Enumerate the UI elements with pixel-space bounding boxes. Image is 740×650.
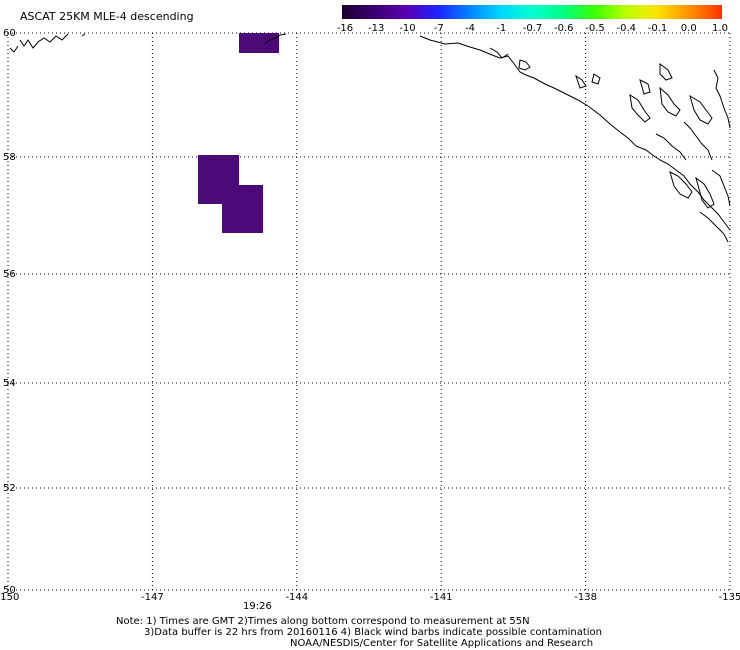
coastline-segment — [629, 93, 651, 123]
coastline-segment — [655, 133, 687, 161]
coastline — [9, 33, 731, 243]
colorbar-tick-label: -0.7 — [523, 23, 543, 34]
coastline-segment — [19, 33, 69, 49]
latitude-label: 50 — [3, 585, 16, 596]
coastline-segment — [591, 73, 601, 85]
coastline-segment — [659, 86, 681, 117]
colorbar-tick-label: 0.0 — [681, 23, 697, 34]
colorbar-tick-label: -7 — [434, 23, 444, 34]
longitude-label: -141 — [430, 592, 453, 603]
coastline-segment — [695, 176, 715, 209]
colorbar-tick-label: -1 — [496, 23, 506, 34]
coastline-segment — [669, 171, 693, 199]
coastline-segment — [711, 169, 731, 207]
longitude-label: -135 — [719, 592, 740, 603]
map-title: ASCAT 25KM MLE-4 descending — [20, 10, 194, 23]
coastline-segment — [81, 33, 86, 37]
latitude-label: 60 — [3, 28, 16, 39]
swath-cells — [198, 33, 279, 233]
latitude-label: 54 — [3, 378, 16, 389]
colorbar-tick-label: -0.6 — [554, 23, 574, 34]
coastline-segment — [518, 59, 531, 71]
coastline-segment — [419, 35, 731, 231]
colorbar-tick-label: -0.1 — [648, 23, 668, 34]
lat-lon-grid — [7, 32, 731, 591]
note-line-3: NOAA/NESDIS/Center for Satellite Applica… — [290, 638, 594, 649]
longitude-label: -144 — [285, 592, 308, 603]
colorbar-tick-label: 1.0 — [712, 23, 728, 34]
time-label: 19:26 — [243, 601, 272, 612]
longitude-label: -150 — [0, 592, 19, 603]
coastline-segment — [9, 45, 19, 53]
coastline-segment — [489, 47, 509, 59]
coastline-segment — [264, 33, 287, 45]
colorbar-tick-label: -0.5 — [585, 23, 605, 34]
swath-cell — [239, 33, 279, 53]
coastline-segment — [699, 211, 729, 243]
latitude-labels: 60 58 56 54 52 50 — [3, 28, 16, 596]
colorbar — [342, 5, 722, 19]
coastline-segment — [575, 74, 587, 89]
longitude-label: -147 — [141, 592, 164, 603]
longitude-labels: -150 -147 -144 -141 -138 -135 — [0, 592, 740, 603]
coastline-segment — [713, 69, 731, 129]
latitude-label: 52 — [3, 483, 16, 494]
note-line-2: 3)Data buffer is 22 hrs from 20160116 4)… — [144, 627, 602, 638]
coastline-segment — [689, 94, 713, 125]
colorbar-tick-label: -10 — [399, 23, 415, 34]
latitude-label: 58 — [3, 152, 16, 163]
colorbar-tick-label: -16 — [337, 23, 353, 34]
swath-cell — [222, 185, 263, 233]
note-line-1: Note: 1) Times are GMT 2)Times along bot… — [116, 616, 530, 627]
coastline-segment — [683, 121, 713, 161]
colorbar-tick-label: -13 — [368, 23, 384, 34]
coastline-segment — [639, 79, 651, 95]
colorbar-tick-label: -4 — [465, 23, 475, 34]
coastline-segment — [659, 63, 673, 81]
longitude-label: -138 — [574, 592, 597, 603]
latitude-label: 56 — [3, 269, 16, 280]
colorbar-tick-label: -0.4 — [616, 23, 636, 34]
colorbar-labels: -16 -13 -10 -7 -4 -1 -0.7 -0.6 -0.5 -0.4 -0.1 0.0 1.… — [337, 23, 728, 34]
